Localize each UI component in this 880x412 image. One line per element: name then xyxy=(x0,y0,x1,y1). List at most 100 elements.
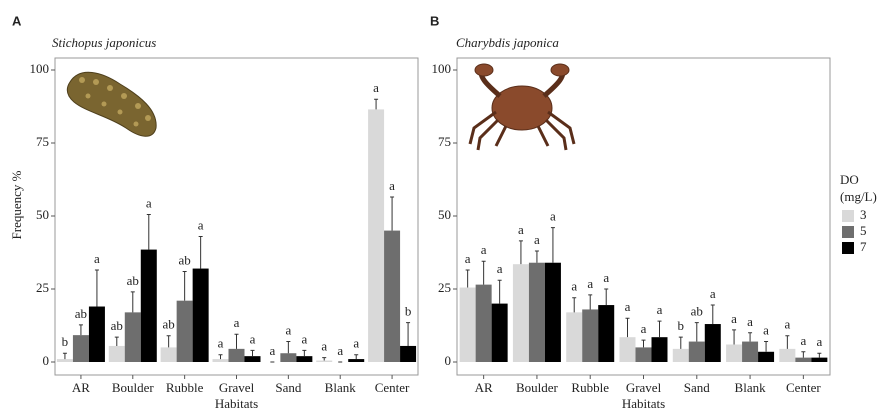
significance-letter: a xyxy=(321,339,327,354)
error-bar xyxy=(130,291,135,313)
bar xyxy=(88,306,105,362)
error-bar xyxy=(732,329,737,345)
significance-letter: ab xyxy=(179,252,191,267)
legend-swatch xyxy=(842,242,854,254)
significance-letter: ab xyxy=(691,304,703,319)
error-bar xyxy=(218,354,223,360)
bar xyxy=(582,309,599,362)
error-bar xyxy=(748,332,753,342)
error-bar xyxy=(234,333,239,349)
error-bar xyxy=(497,279,502,304)
bar xyxy=(512,264,529,362)
error-bar xyxy=(785,335,790,349)
significance-letter: a xyxy=(571,279,577,294)
bar xyxy=(688,341,705,362)
panel-label: B xyxy=(430,13,439,28)
significance-letter: a xyxy=(603,270,609,285)
bar xyxy=(619,337,636,362)
significance-letter: a xyxy=(497,261,503,276)
y-tick-label: 25 xyxy=(36,280,49,295)
bar xyxy=(212,359,229,362)
error-bar xyxy=(657,320,662,338)
bar xyxy=(795,357,812,362)
x-axis-label: Habitats xyxy=(622,396,665,411)
error-bar xyxy=(572,297,577,313)
x-tick-label: Gravel xyxy=(626,380,662,395)
error-bar xyxy=(146,214,151,250)
significance-letter: a xyxy=(353,336,359,351)
legend-title: (mg/L) xyxy=(840,189,877,204)
y-tick-label: 75 xyxy=(438,134,451,149)
significance-letter: a xyxy=(710,286,716,301)
significance-letter: a xyxy=(731,311,737,326)
bar xyxy=(108,345,125,362)
significance-letter: a xyxy=(94,251,100,266)
bar xyxy=(160,347,177,362)
significance-letter: a xyxy=(587,276,593,291)
error-bar xyxy=(817,352,822,358)
legend-label: 5 xyxy=(860,223,867,238)
significance-letter: a xyxy=(218,336,224,351)
x-tick-label: Blank xyxy=(735,380,767,395)
y-tick-label: 50 xyxy=(438,207,451,222)
significance-letter: a xyxy=(550,209,556,224)
legend-swatch xyxy=(842,210,854,222)
error-bar xyxy=(406,322,411,346)
significance-letter: a xyxy=(481,242,487,257)
bar xyxy=(228,348,245,362)
error-bar xyxy=(390,196,395,231)
significance-letter: ab xyxy=(75,306,87,321)
significance-letter: a xyxy=(800,333,806,348)
x-tick-label: Sand xyxy=(275,380,302,395)
crab-image xyxy=(468,63,576,151)
error-bar xyxy=(94,269,99,307)
significance-letter: b xyxy=(62,334,69,349)
significance-letter: a xyxy=(657,302,663,317)
significance-letter: a xyxy=(465,251,471,266)
bar xyxy=(726,344,743,362)
significance-letter: a xyxy=(518,222,524,237)
y-axis-label: Frequency % xyxy=(9,170,24,239)
panels: A Stichopus japonicus Frequency % Habitats 0… xyxy=(9,13,877,411)
error-bar xyxy=(801,351,806,358)
bar xyxy=(491,303,508,362)
error-bar xyxy=(322,357,327,361)
error-bar xyxy=(198,235,203,269)
error-bar xyxy=(678,336,683,349)
y-tick-label: 0 xyxy=(43,353,50,368)
bar xyxy=(280,353,297,362)
bar xyxy=(811,357,828,362)
significance-letter: ab xyxy=(111,318,123,333)
bar xyxy=(384,230,401,362)
panel-title: Stichopus japonicus xyxy=(52,35,156,50)
significance-letter: a xyxy=(534,232,540,247)
bar xyxy=(544,262,561,362)
panel-title: Charybdis japonica xyxy=(456,35,559,50)
significance-letter: b xyxy=(678,318,685,333)
error-bar xyxy=(114,336,119,346)
error-bar xyxy=(374,98,379,110)
significance-letter: a xyxy=(625,299,631,314)
bar xyxy=(368,109,385,362)
significance-letter: a xyxy=(301,331,307,346)
y-tick-label: 25 xyxy=(438,280,451,295)
bar xyxy=(192,268,209,362)
x-tick-label: Rubble xyxy=(166,380,204,395)
error-bar xyxy=(182,270,187,301)
error-bar xyxy=(481,260,486,285)
bar xyxy=(742,341,759,362)
legend-label: 3 xyxy=(860,207,867,222)
significance-letter: a xyxy=(784,317,790,332)
significance-letter: a xyxy=(763,323,769,338)
significance-letter: a xyxy=(250,331,256,346)
significance-letter: a xyxy=(285,323,291,338)
error-bar xyxy=(625,317,630,338)
bar xyxy=(72,335,89,362)
sea-cucumber-image xyxy=(66,71,157,137)
significance-letter: ab xyxy=(163,317,175,332)
significance-letter: a xyxy=(234,315,240,330)
error-bar xyxy=(534,250,539,263)
significance-letter: a xyxy=(146,196,152,211)
y-tick-label: 100 xyxy=(432,61,452,76)
